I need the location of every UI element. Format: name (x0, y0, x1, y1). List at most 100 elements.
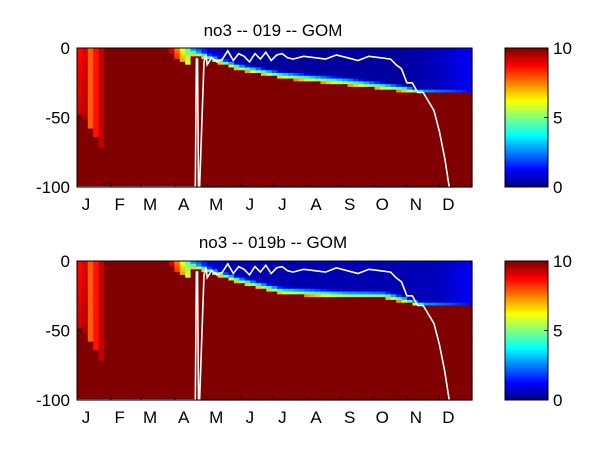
heatmap-cell (147, 128, 154, 132)
heatmap-cell (407, 109, 414, 113)
heatmap-cell (114, 261, 121, 265)
heatmap-cell (428, 98, 435, 102)
heatmap-cell (325, 100, 332, 105)
heatmap-cell (141, 330, 148, 334)
colorbar-swatch (505, 106, 548, 110)
heatmap-cell (288, 92, 295, 96)
heatmap-cell (380, 86, 387, 91)
heatmap-cell (201, 123, 208, 127)
heatmap-cell (179, 336, 186, 340)
heatmap-cell (277, 161, 284, 166)
heatmap-cell (417, 86, 424, 91)
heatmap-cell (131, 64, 138, 69)
heatmap-cell (131, 86, 138, 91)
heatmap-cell (87, 374, 94, 379)
heatmap-cell (212, 173, 219, 177)
heatmap-cell (288, 117, 295, 121)
heatmap-cell (239, 64, 246, 69)
heatmap-cell (401, 131, 408, 135)
heatmap-cell (136, 131, 143, 135)
heatmap-cell (120, 95, 127, 99)
heatmap-cell (244, 125, 251, 130)
heatmap-cell (147, 388, 154, 393)
heatmap-cell (201, 358, 208, 362)
heatmap-cell (428, 175, 435, 180)
heatmap-cell (179, 136, 186, 141)
heatmap-cell (114, 338, 121, 343)
heatmap-cell (87, 53, 94, 57)
heatmap-cell (114, 173, 121, 177)
heatmap-cell (82, 117, 89, 121)
heatmap-cell (158, 338, 165, 343)
heatmap-cell (412, 81, 419, 85)
heatmap-cell (228, 100, 235, 105)
heatmap-cell (77, 100, 84, 105)
heatmap-cell (342, 53, 349, 57)
heatmap-cell (455, 148, 462, 152)
heatmap-cell (320, 136, 327, 141)
heatmap-cell (120, 64, 127, 69)
heatmap-cell (396, 48, 403, 52)
heatmap-cell (93, 388, 100, 393)
heatmap-cell (174, 280, 181, 284)
heatmap-cell (136, 319, 143, 323)
heatmap-cell (179, 266, 186, 270)
heatmap-cell (131, 178, 138, 183)
heatmap-cell (114, 266, 121, 270)
heatmap-cell (131, 358, 138, 362)
heatmap-cell (309, 173, 316, 177)
heatmap-cell (147, 181, 154, 185)
heatmap-cell (288, 142, 295, 146)
heatmap-cell (136, 134, 143, 138)
heatmap-cell (320, 73, 327, 77)
heatmap-cell (417, 61, 424, 66)
heatmap-cell (304, 95, 311, 99)
heatmap-cell (385, 59, 392, 63)
heatmap-cell (239, 73, 246, 77)
heatmap-cell (293, 53, 300, 57)
heatmap-cell (152, 297, 159, 301)
heatmap-cell (77, 269, 84, 273)
heatmap-cell (158, 283, 165, 287)
heatmap-cell (136, 106, 143, 110)
heatmap-cell (212, 159, 219, 163)
heatmap-cell (104, 263, 111, 268)
heatmap-cell (298, 153, 305, 158)
heatmap-cell (342, 120, 349, 124)
heatmap-cell (244, 114, 251, 119)
heatmap-cell (120, 336, 127, 340)
heatmap-cell (179, 397, 186, 401)
heatmap-cell (461, 56, 468, 60)
heatmap-cell (277, 131, 284, 135)
heatmap-cell (114, 397, 121, 401)
heatmap-cell (260, 103, 267, 107)
heatmap-cell (93, 361, 100, 365)
heatmap-cell (466, 184, 473, 188)
heatmap-cell (244, 173, 251, 177)
heatmap-cell (131, 170, 138, 174)
heatmap-cell (271, 131, 278, 135)
heatmap-cell (417, 117, 424, 121)
heatmap-cell (212, 128, 219, 132)
heatmap-cell (266, 103, 273, 107)
heatmap-cell (93, 59, 100, 63)
heatmap-cell (98, 297, 105, 301)
heatmap-cell (233, 156, 240, 160)
heatmap-cell (141, 383, 148, 387)
heatmap-cell (131, 338, 138, 343)
heatmap-cell (385, 173, 392, 177)
heatmap-cell (174, 352, 181, 357)
x-tick-label: M (209, 195, 223, 214)
x-tick-label: A (178, 195, 190, 214)
heatmap-cell (407, 114, 414, 119)
heatmap-cell (179, 369, 186, 373)
heatmap-cell (407, 145, 414, 149)
heatmap-cell (417, 103, 424, 107)
heatmap-cell (434, 86, 441, 91)
heatmap-cell (434, 175, 441, 180)
heatmap-cell (163, 319, 170, 323)
heatmap-cell (120, 161, 127, 166)
heatmap-cell (282, 53, 289, 57)
heatmap-cell (174, 48, 181, 52)
heatmap-cell (223, 167, 230, 171)
